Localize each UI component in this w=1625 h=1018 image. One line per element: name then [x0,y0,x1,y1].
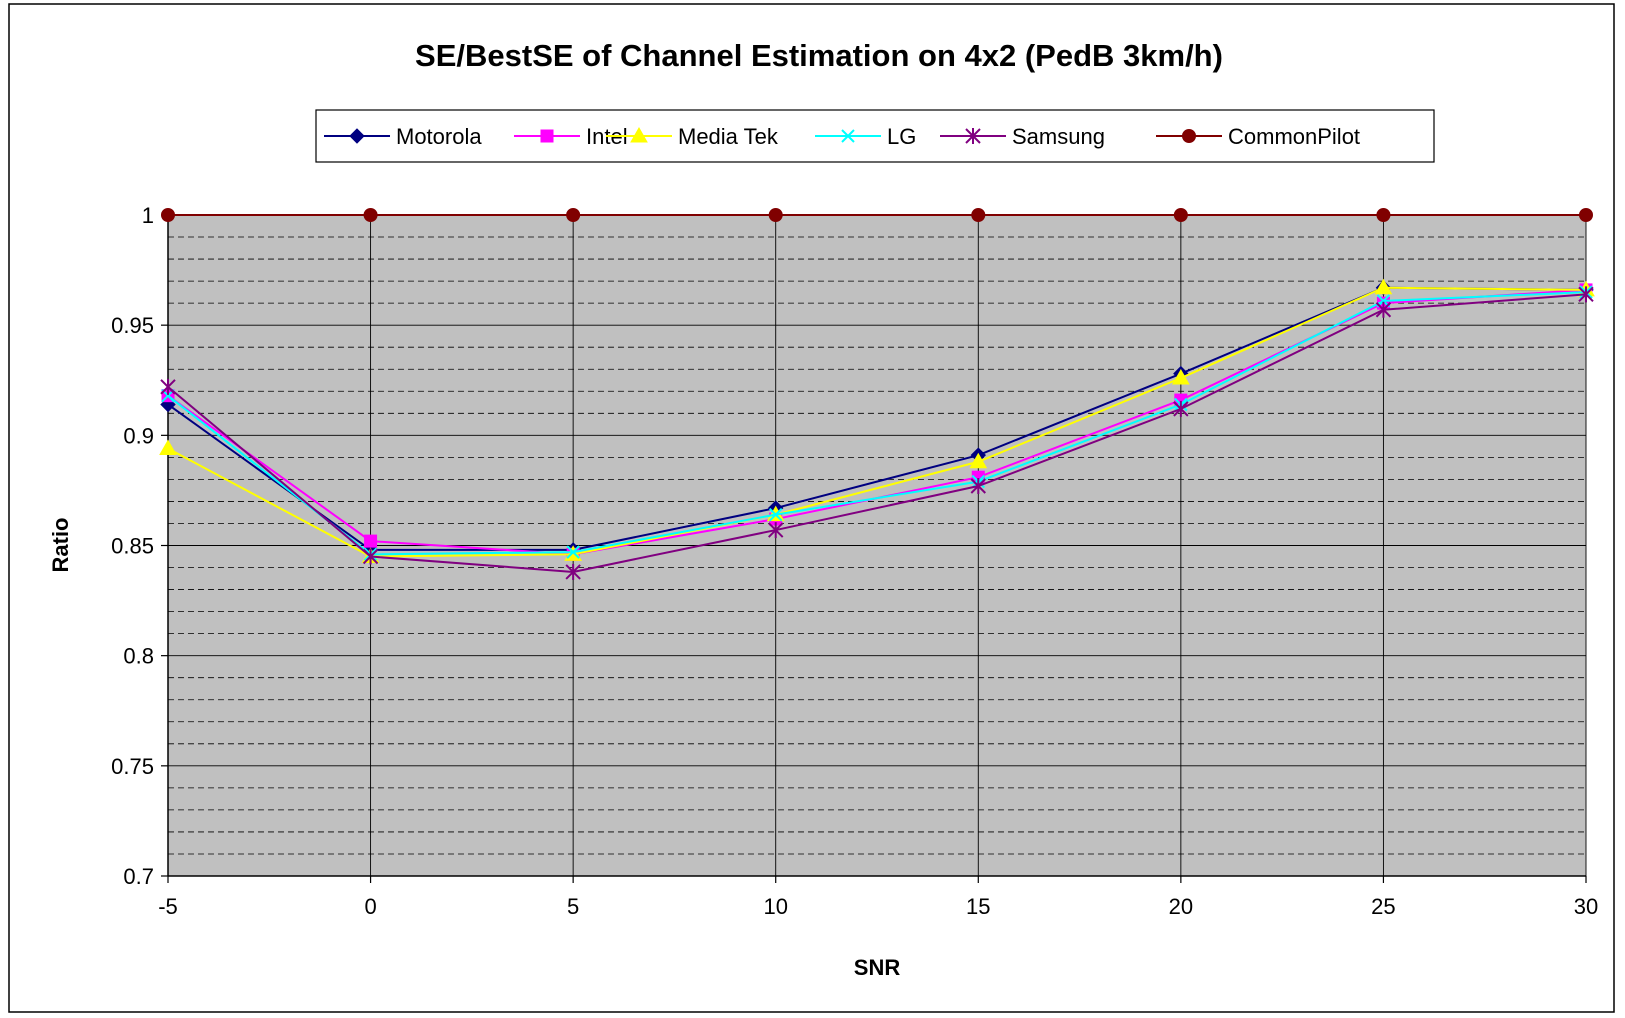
legend: Motorola Intel Media Tek LG Samsung CommonPil… [315,109,1435,163]
legend-label: CommonPilot [1228,124,1360,149]
data-point-media-tek [159,439,177,456]
legend-entry-commonpilot: CommonPilot [1156,124,1360,149]
tick-labels: 0.7 0.75 0.8 0.85 0.9 0.95 1 -5 0 5 10 15 20 25 30 [111,203,1598,919]
series-line-media-tek [167,286,1587,558]
data-point-commonpilot [1376,208,1391,222]
y-tick-label: 0.9 [123,423,154,448]
y-tick-label: 0.95 [111,313,154,338]
data-point-commonpilot [1579,208,1593,222]
series-line-lg [167,291,1587,556]
y-tick-label: 0.85 [111,534,154,559]
legend-marker-media-tek [630,126,648,143]
legend-marker-samsung [965,128,981,144]
legend-label: Media Tek [678,124,779,149]
y-tick-label: 1 [142,203,154,228]
data-point-lg [769,507,783,522]
data-point-samsung [1173,400,1189,417]
x-tick-label: 25 [1371,894,1395,919]
data-point-samsung [970,478,986,495]
data-point-media-tek [969,452,988,469]
legend-entry-lg: LG [815,124,916,149]
legend-marker-intel [540,129,554,143]
data-point-commonpilot [363,208,378,222]
legend-entry-motorola: Motorola [324,124,482,149]
data-point-commonpilot [1173,208,1188,222]
legend-label: Samsung [1012,124,1105,149]
legend-entry-samsung: Samsung [940,124,1105,149]
data-point-samsung [768,522,784,539]
legend-marker-commonpilot [1182,129,1196,143]
x-tick-label: 10 [763,894,787,919]
y-tick-label: 0.75 [111,754,154,779]
legend-marker-lg [841,129,855,143]
data-point-commonpilot [768,208,783,222]
data-point-commonpilot [971,208,986,222]
series-line-samsung [167,293,1587,573]
x-tick-label: 20 [1169,894,1193,919]
x-tick-label: 5 [567,894,579,919]
data-point-lg [566,545,580,559]
data-point-samsung [1578,286,1594,303]
x-tick-label: -5 [158,894,178,919]
data-point-intel [364,534,378,548]
data-point-commonpilot [161,208,175,222]
data-point-media-tek [1374,278,1393,295]
legend-label: LG [887,124,916,149]
series-commonpilot [161,208,1593,222]
data-point-media-tek [1171,369,1190,385]
legend-label: Motorola [396,124,482,149]
x-axis-title: SNR [854,955,901,980]
data-point-samsung [1375,301,1392,318]
x-tick-label: 30 [1574,894,1598,919]
series-samsung [160,286,1594,580]
legend-entry-media-tek: Media Tek [606,124,779,149]
series-layer [159,208,1595,580]
legend-marker-motorola [349,128,365,144]
y-tick-label: 0.8 [123,644,154,669]
y-axis-title: Ratio [48,518,73,573]
data-point-samsung [160,378,176,395]
chart-title: SE/BestSE of Channel Estimation on 4x2 (… [415,38,1223,73]
x-tick-label: 0 [364,894,376,919]
data-point-samsung [565,563,581,580]
data-point-commonpilot [566,208,581,222]
x-tick-label: 15 [966,894,990,919]
axes [161,214,1587,883]
y-tick-label: 0.7 [123,864,154,889]
data-point-samsung [362,548,379,565]
